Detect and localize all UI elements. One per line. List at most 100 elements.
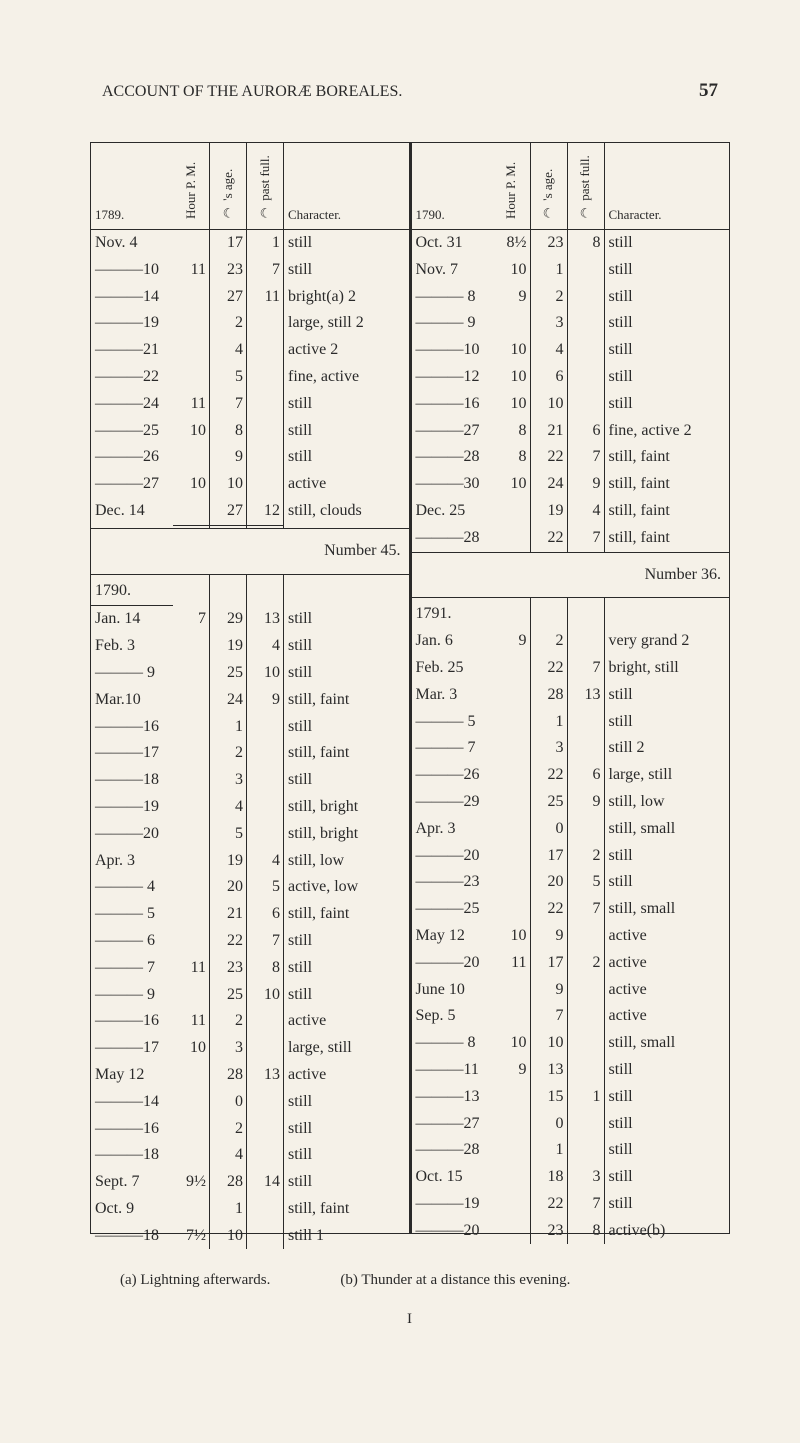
date-cell: ———24 xyxy=(91,391,173,418)
table-row: ———16112active xyxy=(91,1008,409,1035)
past-cell: 13 xyxy=(247,1062,284,1089)
past-cell xyxy=(247,418,284,445)
table-row: ———205still, bright xyxy=(91,821,409,848)
character-cell: still xyxy=(284,257,409,284)
age-cell: 8 xyxy=(210,418,247,445)
past-cell: 9 xyxy=(567,471,604,498)
date-cell: ———19 xyxy=(91,310,173,337)
year-cell: 1791. xyxy=(412,598,494,628)
date-cell: ———16 xyxy=(412,391,494,418)
hour-cell xyxy=(494,1191,531,1218)
date-cell: June 10 xyxy=(412,977,494,1004)
character-cell: active xyxy=(284,1062,409,1089)
hour-cell: 8½ xyxy=(494,230,531,257)
past-cell xyxy=(567,391,604,418)
date-cell: Sep. 5 xyxy=(412,1003,494,1030)
table-row: ———20172still xyxy=(412,843,730,870)
col-hour: Hour P. M. xyxy=(494,143,531,230)
hour-cell xyxy=(173,1062,210,1089)
character-cell: still, faint xyxy=(284,740,409,767)
character-cell: still xyxy=(604,1057,729,1084)
past-cell: 13 xyxy=(247,606,284,633)
date-cell: Jan. 14 xyxy=(91,606,173,633)
past-cell xyxy=(567,257,604,284)
hour-cell xyxy=(173,714,210,741)
age-cell: 28 xyxy=(210,1169,247,1196)
past-cell: 13 xyxy=(567,682,604,709)
past-cell: 4 xyxy=(247,633,284,660)
date-cell: ——— 9 xyxy=(91,982,173,1009)
table-row: ———24117still xyxy=(91,391,409,418)
character-cell: active xyxy=(604,1003,729,1030)
character-cell: still xyxy=(604,709,729,736)
character-cell: still xyxy=(604,682,729,709)
past-cell xyxy=(247,1142,284,1169)
hour-cell xyxy=(173,1116,210,1143)
character-cell: still, clouds xyxy=(284,498,409,525)
table-row: ——— 5216still, faint xyxy=(91,901,409,928)
age-cell: 2 xyxy=(210,740,247,767)
date-cell: Oct. 15 xyxy=(412,1164,494,1191)
table-row: Apr. 3194still, low xyxy=(91,848,409,875)
date-cell: Jan. 6 xyxy=(412,628,494,655)
left-table: 1789. Hour P. M. ☽ 's age. ☽ past full. … xyxy=(91,143,409,1249)
past-cell: 10 xyxy=(247,982,284,1009)
date-cell: ———26 xyxy=(91,444,173,471)
character-cell: active(b) xyxy=(604,1218,729,1245)
past-cell: 10 xyxy=(247,660,284,687)
age-cell: 1 xyxy=(530,257,567,284)
character-cell: still xyxy=(284,714,409,741)
character-cell: still xyxy=(604,1137,729,1164)
age-cell: 1 xyxy=(210,714,247,741)
hour-cell xyxy=(173,498,210,525)
age-cell: 22 xyxy=(530,762,567,789)
date-cell: ——— 9 xyxy=(91,660,173,687)
hour-cell xyxy=(494,1111,531,1138)
table-row: ———192large, still 2 xyxy=(91,310,409,337)
date-cell: ——— 7 xyxy=(412,735,494,762)
age-cell: 22 xyxy=(530,1191,567,1218)
character-cell: still, faint xyxy=(604,471,729,498)
age-cell: 4 xyxy=(530,337,567,364)
age-cell: 19 xyxy=(210,633,247,660)
table-row: ——— 93still xyxy=(412,310,730,337)
date-cell: ———17 xyxy=(91,1035,173,1062)
footnote-b: (b) Thunder at a distance this evening. xyxy=(340,1272,570,1289)
date-cell: ——— 9 xyxy=(412,310,494,337)
hour-cell xyxy=(494,977,531,1004)
table-row: ———16 1 still xyxy=(91,714,409,741)
hour-cell: 10 xyxy=(494,364,531,391)
footnote-a: (a) Lightning afterwards. xyxy=(120,1272,270,1289)
past-cell xyxy=(247,740,284,767)
age-cell: 27 xyxy=(210,284,247,311)
date-cell: ———28 xyxy=(412,1137,494,1164)
past-cell xyxy=(567,977,604,1004)
character-cell: still xyxy=(284,1169,409,1196)
age-cell: 1 xyxy=(530,1137,567,1164)
table-row: ———23205still xyxy=(412,869,730,896)
date-cell: ———29 xyxy=(412,789,494,816)
hour-cell: 8 xyxy=(494,418,531,445)
past-cell xyxy=(567,1137,604,1164)
table-row: Apr. 30still, small xyxy=(412,816,730,843)
date-cell: ——— 6 xyxy=(91,928,173,955)
table-row: ———187½10still 1 xyxy=(91,1223,409,1250)
col-age: ☽ 's age. xyxy=(210,143,247,230)
date-cell: ———26 xyxy=(412,762,494,789)
date-cell: ———14 xyxy=(91,284,173,311)
character-cell: bright, still xyxy=(604,655,729,682)
age-cell: 3 xyxy=(530,735,567,762)
hour-cell xyxy=(173,1089,210,1116)
date-cell: ———27 xyxy=(412,1111,494,1138)
table-row: ———28 1 still xyxy=(412,1137,730,1164)
date-cell: ——— 5 xyxy=(91,901,173,928)
character-cell: still xyxy=(284,230,409,257)
character-cell: active 2 xyxy=(284,337,409,364)
character-cell: still xyxy=(604,364,729,391)
character-cell: still xyxy=(284,444,409,471)
date-cell: ———16 xyxy=(91,714,173,741)
past-cell xyxy=(247,364,284,391)
past-cell xyxy=(567,1111,604,1138)
hour-cell xyxy=(173,1196,210,1223)
age-cell: 21 xyxy=(530,418,567,445)
